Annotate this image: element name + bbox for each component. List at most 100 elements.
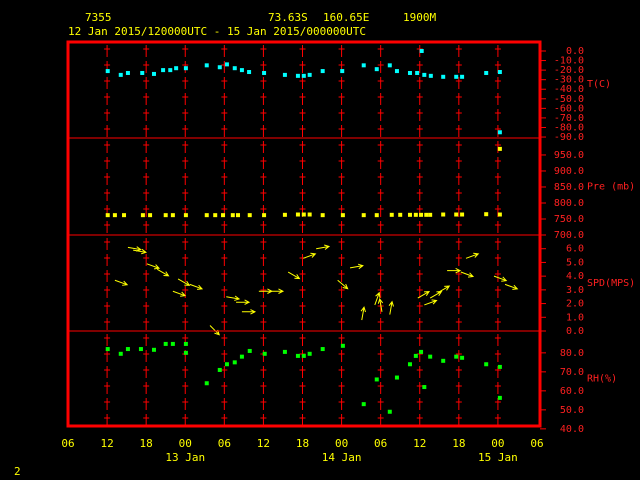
grid-cross: [455, 318, 462, 330]
data-point: [213, 213, 218, 218]
grid-cross: [299, 286, 306, 298]
data-point: [140, 70, 145, 75]
y-tick-label: -90.0: [554, 132, 584, 143]
y-axis-label: Pre (mb): [587, 182, 635, 193]
grid-cross: [143, 238, 150, 250]
wind-arrow: [146, 263, 161, 270]
grid-cross: [221, 238, 228, 250]
data-point: [441, 358, 446, 363]
data-point: [112, 213, 117, 218]
grid-cross: [260, 141, 267, 153]
data-point: [262, 70, 267, 75]
wind-arrow: [424, 299, 438, 306]
grid-cross: [338, 414, 345, 426]
period: 12 Jan 2015/120000UTC - 15 Jan 2015/0000…: [68, 25, 366, 38]
y-tick-label: 4.0: [566, 271, 584, 282]
data-point: [163, 213, 168, 218]
grid-cross: [260, 221, 267, 233]
data-point: [168, 68, 173, 73]
data-point: [394, 375, 399, 380]
grid-cross: [182, 254, 189, 266]
wind-arrow: [465, 252, 480, 259]
y-tick-label: 5.0: [566, 257, 584, 268]
date-label: 13 Jan: [165, 451, 205, 464]
grid-cross: [455, 334, 462, 346]
data-point: [422, 72, 427, 77]
page-number: 2: [14, 465, 21, 478]
data-point: [340, 213, 345, 218]
data-point: [247, 348, 252, 353]
grid-cross: [143, 366, 150, 378]
y-tick-label: 2.0: [566, 299, 584, 310]
grid-cross: [416, 189, 423, 201]
grid-cross: [104, 366, 111, 378]
grid-cross: [377, 286, 384, 298]
grid-cross: [143, 382, 150, 394]
grid-cross: [299, 270, 306, 282]
data-point: [204, 381, 209, 386]
grid-cross: [338, 382, 345, 394]
grid-cross: [182, 93, 189, 105]
data-point: [460, 74, 465, 79]
y-tick-label: -40.0: [554, 84, 584, 95]
x-tick-label: 00: [491, 437, 504, 450]
grid-cross: [416, 238, 423, 250]
wind-arrow: [388, 300, 394, 315]
x-tick-label: 06: [530, 437, 543, 450]
data-point: [361, 63, 366, 68]
grid-cross: [299, 125, 306, 137]
grid-cross: [221, 93, 228, 105]
grid-cross: [455, 398, 462, 410]
data-point: [170, 341, 175, 346]
data-point: [247, 70, 252, 75]
grid-cross: [182, 77, 189, 89]
grid-cross: [221, 382, 228, 394]
wind-arrow: [156, 268, 170, 277]
grid-cross: [455, 141, 462, 153]
grid-cross: [377, 141, 384, 153]
y-tick-label: 800.0: [554, 198, 584, 209]
grid-cross: [104, 189, 111, 201]
data-point: [454, 74, 459, 79]
data-point: [428, 212, 433, 217]
grid-cross: [494, 414, 501, 426]
data-point: [387, 63, 392, 68]
grid-cross: [494, 173, 501, 185]
data-point: [454, 354, 459, 359]
grid-cross: [221, 221, 228, 233]
grid-cross: [221, 302, 228, 314]
x-tick-label: 00: [335, 437, 348, 450]
data-point: [239, 354, 244, 359]
grid-cross: [299, 238, 306, 250]
wind-arrow: [236, 299, 251, 305]
grid-cross: [299, 318, 306, 330]
y-axis-label: RH(%): [587, 374, 617, 385]
grid-cross: [221, 157, 228, 169]
latitude: 73.63S: [268, 11, 308, 24]
grid-cross: [221, 318, 228, 330]
grid-cross: [455, 77, 462, 89]
data-point: [236, 213, 241, 218]
wind-arrow: [114, 279, 129, 286]
data-point: [484, 362, 489, 367]
data-point: [282, 349, 287, 354]
grid-cross: [182, 141, 189, 153]
grid-cross: [377, 125, 384, 137]
grid-cross: [260, 109, 267, 121]
wind-arrow: [269, 288, 285, 294]
grid-cross: [182, 302, 189, 314]
data-point: [170, 213, 175, 218]
y-tick-label: 50.0: [560, 405, 584, 416]
grid-cross: [143, 141, 150, 153]
data-point: [301, 353, 306, 358]
grid-cross: [182, 109, 189, 121]
data-point: [497, 364, 502, 369]
data-point: [413, 212, 418, 217]
data-point: [204, 63, 209, 68]
wind-arrow: [241, 309, 257, 315]
wind-arrow: [287, 271, 301, 280]
grid-cross: [182, 189, 189, 201]
data-point: [151, 347, 156, 352]
grid-cross: [143, 350, 150, 362]
